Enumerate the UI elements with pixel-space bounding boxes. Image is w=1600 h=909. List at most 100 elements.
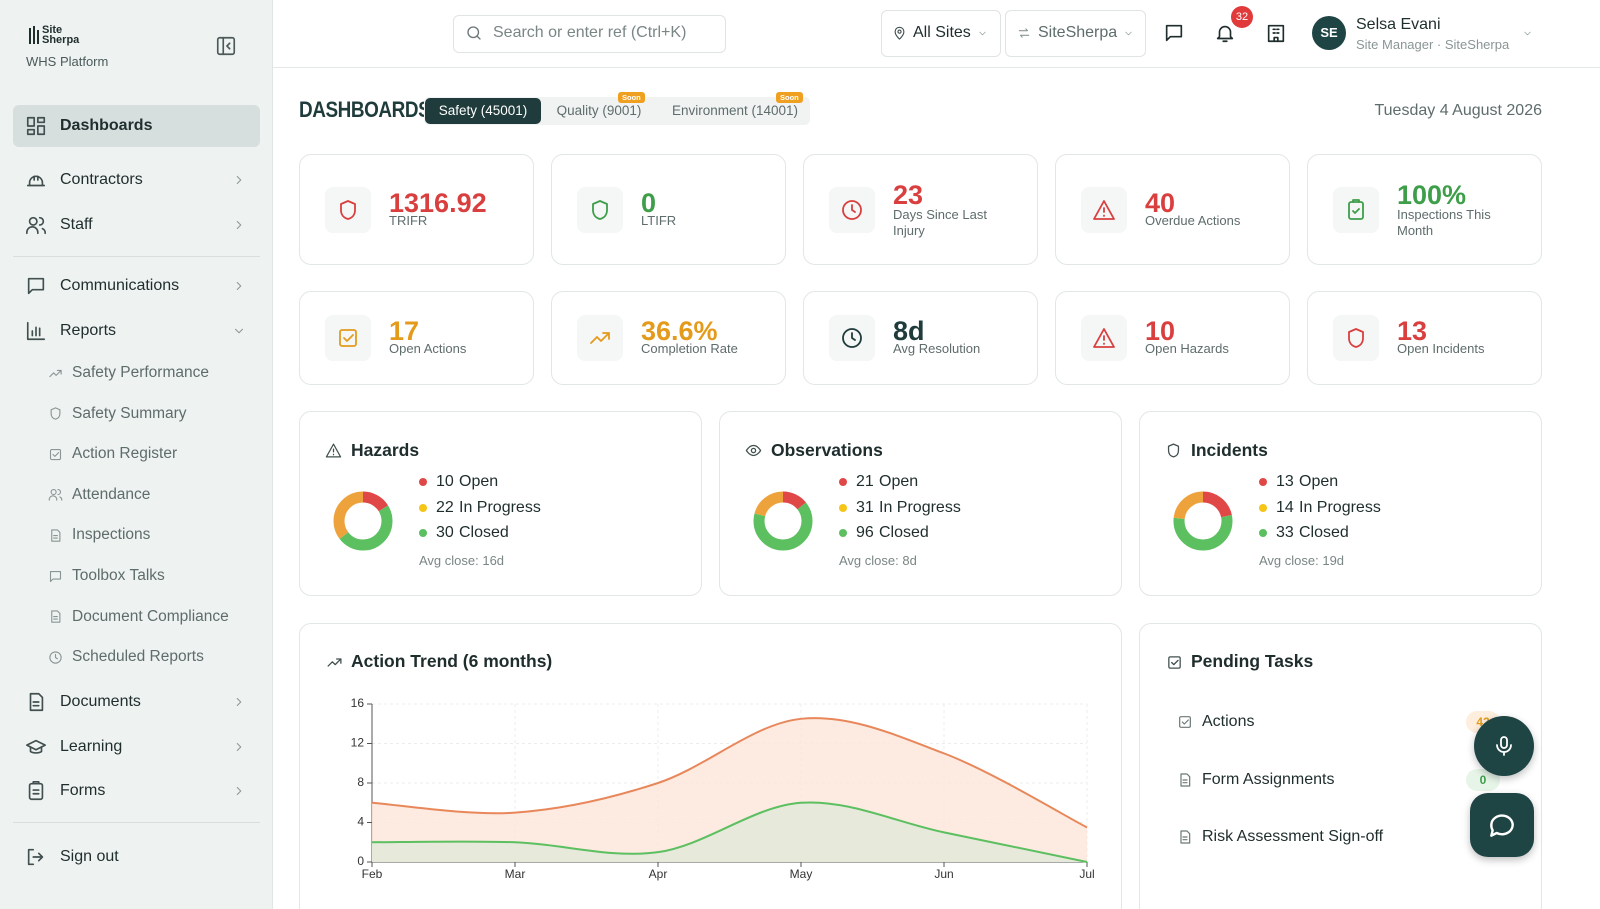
status-card	[1139, 411, 1542, 596]
icon-part	[1496, 744, 1512, 756]
subnav-item[interactable]: Document Compliance	[72, 607, 229, 625]
sites-button[interactable]	[1265, 22, 1287, 44]
task-label[interactable]: Form Assignments	[1202, 770, 1335, 788]
kpi-value: 23	[893, 179, 924, 210]
nav-item[interactable]: Forms	[60, 782, 106, 799]
messages-button[interactable]	[1163, 22, 1185, 44]
task-label[interactable]: Actions	[1202, 713, 1255, 730]
icon-part	[750, 447, 756, 453]
icon-part	[1490, 814, 1514, 837]
subnav-item[interactable]: Toolbox Talks	[72, 567, 165, 584]
avatar[interactable]: SE	[1312, 16, 1346, 50]
nav-icon	[26, 116, 46, 136]
icon-part	[1018, 28, 1030, 38]
icon-part	[1180, 830, 1191, 844]
nav-item[interactable]: Dashboards	[60, 117, 153, 134]
icon-part	[234, 328, 244, 334]
icon-part	[52, 616, 58, 620]
icon-part	[1093, 328, 1115, 348]
legend-dot	[419, 478, 427, 486]
nav-item[interactable]: Communications	[60, 277, 180, 294]
status-card	[299, 411, 702, 596]
date: Tuesday 4 August 2026	[1374, 102, 1542, 119]
icon-part	[32, 701, 40, 707]
tab[interactable]: Safety (45001)	[425, 98, 541, 124]
nav-item[interactable]: Reports	[60, 322, 117, 339]
icon-part	[236, 220, 242, 230]
card-icon	[326, 657, 342, 667]
tab[interactable]: Quality (9001)	[556, 103, 642, 118]
subnav-item[interactable]: Attendance	[72, 485, 151, 503]
chevron	[978, 31, 986, 35]
chevron	[236, 220, 242, 230]
org-switch[interactable]	[1005, 10, 1146, 57]
icon-part	[50, 489, 57, 496]
subnav-item[interactable]: Safety Performance	[72, 364, 209, 381]
voice-button[interactable]	[1474, 716, 1534, 776]
legend-dot	[1259, 529, 1267, 537]
subnav-icon	[50, 529, 60, 542]
kpi-icon-bg	[325, 315, 371, 361]
icon-part	[50, 529, 60, 542]
y-tick-label: 8	[357, 775, 364, 789]
mic-icon	[1496, 736, 1512, 756]
task-count: 0	[1466, 768, 1500, 791]
icon-part	[1500, 736, 1508, 749]
subnav-item[interactable]: Inspections	[72, 526, 151, 544]
y-tick-label: 16	[351, 696, 365, 710]
notifications-button[interactable]	[1214, 22, 1236, 44]
legend-count: 10	[436, 473, 454, 490]
chevron	[236, 697, 242, 707]
search-box[interactable]	[453, 15, 726, 53]
kpi-icon	[842, 199, 862, 220]
nav-item[interactable]: Contractors	[60, 171, 143, 188]
site-filter[interactable]	[881, 10, 1001, 57]
search-icon	[467, 26, 481, 40]
sign-out[interactable]: Sign out	[60, 848, 119, 865]
y-tick-label: 4	[357, 815, 364, 829]
legend-label: In Progress	[879, 498, 961, 516]
tab[interactable]: Environment (14001)	[671, 103, 799, 118]
icon-part	[28, 782, 44, 801]
icon-part	[1496, 736, 1512, 756]
icon-part	[1018, 28, 1030, 38]
donut	[333, 491, 393, 551]
kpi-value: 0	[641, 187, 657, 218]
topbar-border	[273, 67, 1600, 68]
subnav-item[interactable]: Scheduled Reports	[72, 648, 204, 666]
kpi-icon	[592, 199, 608, 220]
icon-part	[339, 329, 357, 347]
kpi-icon	[340, 199, 356, 220]
icon-part	[28, 781, 44, 801]
area-fill	[372, 802, 1087, 862]
subnav-item[interactable]: Safety Summary	[72, 404, 187, 422]
icon-part	[26, 739, 46, 751]
icon-part	[26, 321, 46, 341]
icon-part	[26, 128, 35, 136]
icon-part	[325, 442, 341, 458]
nav-item[interactable]: Staff	[60, 216, 93, 233]
icon-part	[48, 369, 62, 377]
legend-count: 96	[856, 524, 874, 541]
separator	[13, 256, 260, 257]
icon-part	[50, 407, 60, 420]
chat-button[interactable]	[1470, 793, 1534, 857]
x-tick-label: May	[790, 867, 813, 881]
kpi-icon-bg	[1333, 315, 1379, 361]
icon-part	[842, 199, 862, 220]
nav-item[interactable]: Learning	[60, 738, 123, 755]
card-title: Incidents	[1191, 440, 1268, 460]
icon-part	[48, 651, 62, 664]
icon-part	[592, 199, 608, 220]
chevron	[1523, 31, 1531, 35]
legend-label: Open	[459, 473, 499, 490]
task-label[interactable]: Risk Assessment Sign-off	[1202, 828, 1384, 845]
subnav-item[interactable]: Action Register	[72, 445, 178, 463]
nav-item[interactable]: Documents	[60, 693, 141, 710]
icon-part	[1348, 328, 1364, 348]
collapse-sidebar[interactable]	[215, 35, 237, 57]
icon-part	[236, 175, 242, 185]
kpi-icon-bg	[577, 315, 623, 361]
icon-part	[476, 35, 481, 40]
trend-chart: 0 4 8 12 16 Feb Mar Apr May Jun Jul	[351, 696, 1095, 881]
